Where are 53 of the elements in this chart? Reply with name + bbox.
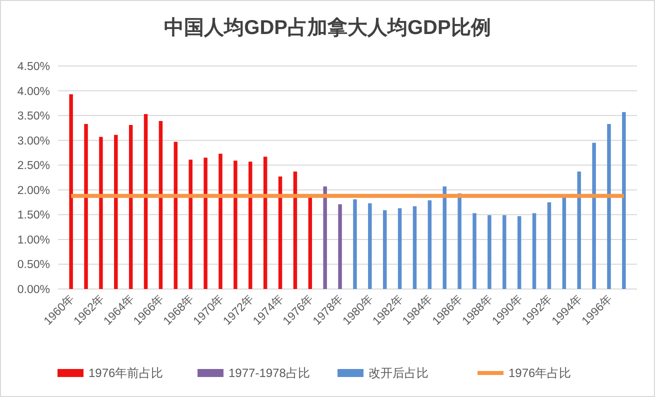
- bar: [338, 204, 342, 289]
- bar: [353, 199, 357, 289]
- bar: [517, 216, 522, 289]
- bar: [278, 176, 282, 289]
- bar: [488, 215, 492, 289]
- bar: [188, 160, 192, 289]
- bar: [592, 142, 596, 289]
- bar: [398, 208, 402, 289]
- chart-title: 中国人均GDP占加拿大人均GDP比例: [164, 17, 491, 39]
- bar: [547, 202, 552, 289]
- bar: [263, 156, 268, 289]
- y-tick-label: 3.00%: [17, 135, 50, 148]
- bar: [502, 215, 506, 289]
- bar: [412, 206, 417, 289]
- bar: [562, 197, 566, 289]
- bar: [248, 162, 252, 289]
- bar: [84, 124, 88, 289]
- bar: [99, 136, 103, 289]
- bar: [382, 210, 387, 289]
- y-tick-label: 2.00%: [17, 184, 50, 197]
- bar: [308, 196, 312, 289]
- y-tick-label: 0.00%: [17, 284, 50, 296]
- y-tick-label: 4.00%: [17, 86, 50, 98]
- bar: [442, 186, 446, 289]
- bar: [128, 124, 133, 289]
- bar: [368, 203, 372, 289]
- bar: [204, 158, 208, 289]
- legend-label: 1976年前占比: [88, 366, 164, 380]
- bar: [69, 94, 73, 289]
- y-tick-label: 1.50%: [17, 210, 50, 222]
- y-tick-label: 2.50%: [17, 160, 50, 172]
- bar: [144, 114, 148, 289]
- bar: [532, 213, 536, 289]
- bar: [622, 112, 626, 289]
- legend-label: 1976年占比: [508, 366, 572, 380]
- bar: [234, 160, 238, 289]
- bar: [607, 124, 611, 289]
- bar: [293, 172, 298, 289]
- y-tick-label: 0.50%: [17, 259, 50, 272]
- bar: [577, 172, 581, 289]
- bar: [428, 200, 432, 289]
- bar: [323, 186, 327, 289]
- legend-label: 1977-1978占比: [228, 366, 310, 380]
- bar: [114, 134, 118, 289]
- legend-label: 改开后占比: [368, 366, 428, 380]
- y-tick-label: 3.50%: [17, 110, 50, 123]
- bar: [218, 154, 222, 289]
- bar: [174, 142, 178, 289]
- bar: [158, 121, 163, 289]
- bar: [458, 193, 462, 289]
- bar: [472, 213, 476, 289]
- y-tick-label: 1.00%: [17, 234, 50, 246]
- y-tick-label: 4.50%: [17, 61, 50, 74]
